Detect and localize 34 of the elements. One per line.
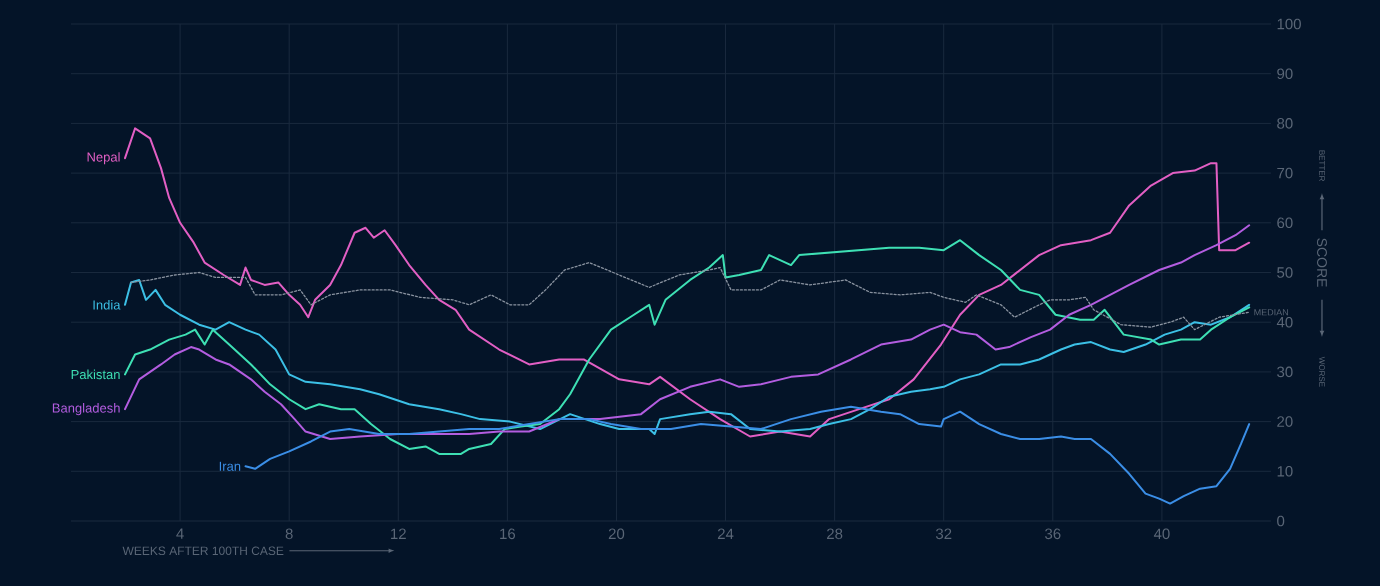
series-label: Bangladesh	[52, 403, 120, 416]
series-label: Nepal	[87, 152, 120, 165]
y-tick-label: 10	[1277, 465, 1293, 477]
x-axis-title: WEEKS AFTER 100TH CASE	[122, 546, 284, 556]
x-tick-label: 24	[717, 528, 734, 539]
line-series	[130, 261, 1250, 331]
y-axis-title: SCORE	[1317, 238, 1327, 287]
line-series	[244, 405, 1251, 505]
x-tick-label: 20	[608, 528, 625, 540]
y-tick-label: 70	[1277, 167, 1293, 179]
y-tick-label: 90	[1277, 68, 1293, 79]
y-tick-label: 0	[1277, 515, 1285, 527]
y-tick-label: 20	[1277, 416, 1293, 427]
y-tick-label: 30	[1277, 366, 1293, 378]
x-tick-label: 12	[391, 528, 406, 539]
y-tick-label: 60	[1277, 217, 1293, 229]
text: WORSE	[1319, 356, 1325, 387]
x-tick-label: 32	[935, 528, 952, 540]
x-tick-label: 28	[827, 528, 843, 540]
x-tick-label: 16	[500, 528, 516, 540]
x-tick-label: 4	[176, 528, 184, 539]
y-tick-label: 50	[1277, 267, 1293, 278]
x-tick-label: 40	[1153, 528, 1170, 540]
series-label: MEDIAN	[1254, 309, 1288, 316]
line-series	[124, 278, 1251, 436]
series-label: India	[93, 300, 121, 310]
x-tick-label: 8	[285, 528, 293, 540]
y-tick-label: 40	[1276, 316, 1293, 328]
y-tick-label: 80	[1277, 118, 1293, 129]
y-tick-label: 100	[1277, 18, 1301, 30]
text: BETTER	[1319, 150, 1325, 182]
series-label: Iran	[219, 461, 241, 471]
x-tick-label: 36	[1045, 528, 1061, 540]
series-label: Pakistan	[71, 369, 120, 380]
